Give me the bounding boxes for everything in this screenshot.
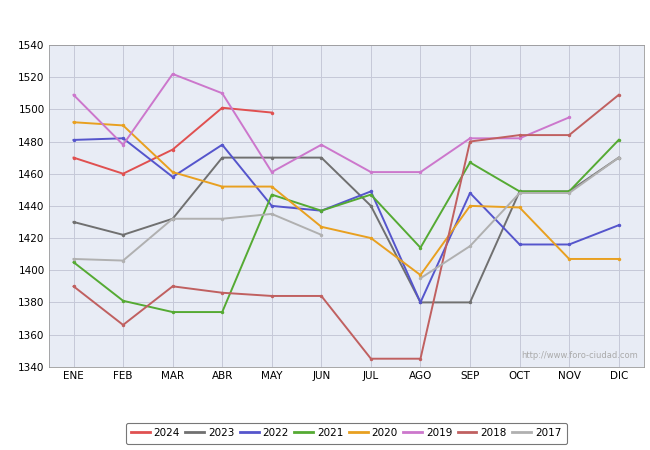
Text: Afiliados en Simancas a 31/5/2024: Afiliados en Simancas a 31/5/2024 bbox=[181, 10, 469, 28]
Text: http://www.foro-ciudad.com: http://www.foro-ciudad.com bbox=[521, 351, 638, 360]
Legend: 2024, 2023, 2022, 2021, 2020, 2019, 2018, 2017: 2024, 2023, 2022, 2021, 2020, 2019, 2018… bbox=[125, 423, 567, 444]
